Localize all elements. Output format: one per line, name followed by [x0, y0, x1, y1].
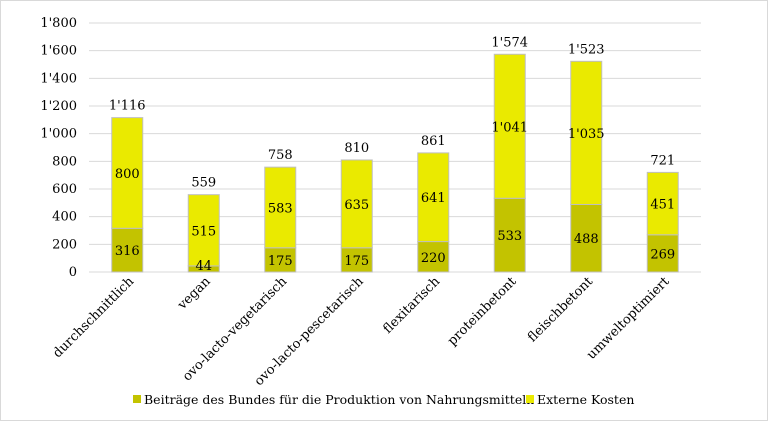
category-label: flexitarisch: [380, 274, 443, 337]
data-label: 515: [191, 224, 216, 239]
y-tick-label: 400: [52, 210, 77, 225]
legend-label-bundesbeitraege: Beiträge des Bundes für die Produktion v…: [144, 392, 534, 407]
bar-segment-bundesbeitraege: [646, 234, 679, 273]
bar-segment-bundesbeitraege: [417, 241, 450, 273]
data-label: 451: [650, 198, 675, 213]
y-tick-label: 1'200: [40, 99, 77, 114]
y-tick-label: 1'000: [40, 127, 77, 142]
category-label: fleischbetont: [525, 274, 597, 346]
y-tick-label: 1'400: [40, 71, 77, 86]
bar-segment-externe-kosten: [264, 166, 297, 249]
total-label: 861: [421, 134, 446, 149]
data-label: 641: [421, 191, 446, 206]
category-label: vegan: [174, 274, 214, 314]
legend-swatch-bundesbeitraege: [133, 395, 141, 403]
y-tick-label: 0: [69, 265, 77, 280]
category-label: proteinbetont: [445, 274, 520, 349]
total-label: 810: [344, 141, 369, 156]
data-label: 488: [574, 232, 599, 247]
total-label: 758: [268, 148, 293, 163]
data-label: 800: [115, 167, 140, 182]
total-label: 1'523: [568, 42, 605, 57]
y-tick-label: 600: [52, 182, 77, 197]
bar-segment-externe-kosten: [570, 60, 603, 205]
data-label: 175: [344, 254, 369, 269]
y-tick-label: 1'600: [40, 44, 77, 59]
total-label: 559: [191, 176, 216, 191]
bar-segment-bundesbeitraege: [493, 197, 526, 273]
data-label: 269: [650, 247, 675, 262]
data-label: 635: [344, 198, 369, 213]
bar-segment-externe-kosten: [417, 152, 450, 243]
legend-swatch-externe-kosten: [526, 395, 534, 403]
category-label: umweltoptimiert: [584, 274, 673, 363]
bar-segment-externe-kosten: [340, 159, 373, 249]
bar-segment-externe-kosten: [187, 194, 220, 267]
data-label: 175: [268, 254, 293, 269]
y-tick-label: 1'800: [40, 16, 77, 31]
total-label: 1'116: [109, 99, 146, 114]
legend-label-externe-kosten: Externe Kosten: [537, 392, 634, 407]
data-label: 533: [497, 229, 522, 244]
y-tick-label: 800: [52, 154, 77, 169]
data-label: 1'035: [568, 127, 605, 142]
data-label: 583: [268, 201, 293, 216]
data-label: 220: [421, 251, 446, 266]
data-label: 316: [115, 244, 140, 259]
bar-segment-bundesbeitraege: [264, 247, 297, 273]
bar-segment-bundesbeitraege: [340, 247, 373, 273]
bar-segment-bundesbeitraege: [570, 203, 603, 273]
y-tick-label: 200: [52, 237, 77, 252]
total-label: 721: [650, 153, 675, 168]
category-label: durchschnittlich: [50, 274, 137, 361]
bar-segment-externe-kosten: [111, 117, 144, 229]
bar-segment-externe-kosten: [646, 171, 679, 236]
data-label: 1'041: [491, 120, 528, 135]
data-label: 44: [195, 259, 212, 274]
bar-segment-externe-kosten: [493, 53, 526, 199]
total-label: 1'574: [491, 35, 528, 50]
